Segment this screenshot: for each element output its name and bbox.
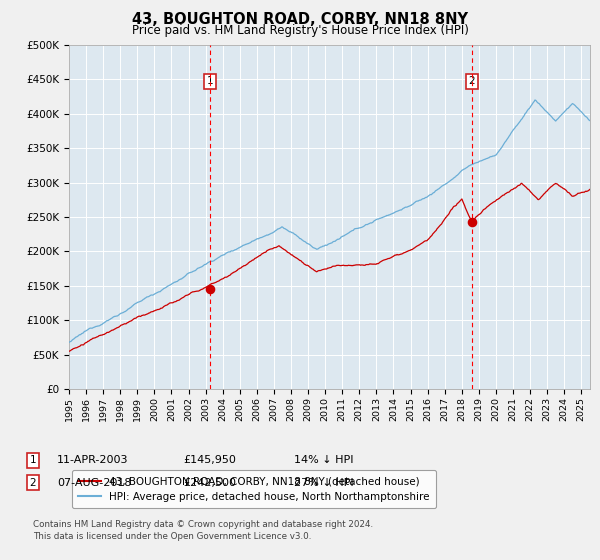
Point xyxy=(205,284,215,293)
Text: 14% ↓ HPI: 14% ↓ HPI xyxy=(294,455,353,465)
Text: Price paid vs. HM Land Registry's House Price Index (HPI): Price paid vs. HM Land Registry's House … xyxy=(131,24,469,37)
Text: 1: 1 xyxy=(29,455,37,465)
Text: 2: 2 xyxy=(29,478,37,488)
Point xyxy=(467,218,476,227)
Text: £145,950: £145,950 xyxy=(183,455,236,465)
Text: 11-APR-2003: 11-APR-2003 xyxy=(57,455,128,465)
Text: 43, BOUGHTON ROAD, CORBY, NN18 8NY: 43, BOUGHTON ROAD, CORBY, NN18 8NY xyxy=(132,12,468,27)
Text: £242,500: £242,500 xyxy=(183,478,236,488)
Text: 1: 1 xyxy=(207,76,214,86)
Text: 07-AUG-2018: 07-AUG-2018 xyxy=(57,478,131,488)
Legend: 43, BOUGHTON ROAD, CORBY, NN18 8NY (detached house), HPI: Average price, detache: 43, BOUGHTON ROAD, CORBY, NN18 8NY (deta… xyxy=(71,470,436,508)
Text: Contains HM Land Registry data © Crown copyright and database right 2024.
This d: Contains HM Land Registry data © Crown c… xyxy=(33,520,373,541)
Text: 2: 2 xyxy=(469,76,475,86)
Text: 27% ↓ HPI: 27% ↓ HPI xyxy=(294,478,353,488)
